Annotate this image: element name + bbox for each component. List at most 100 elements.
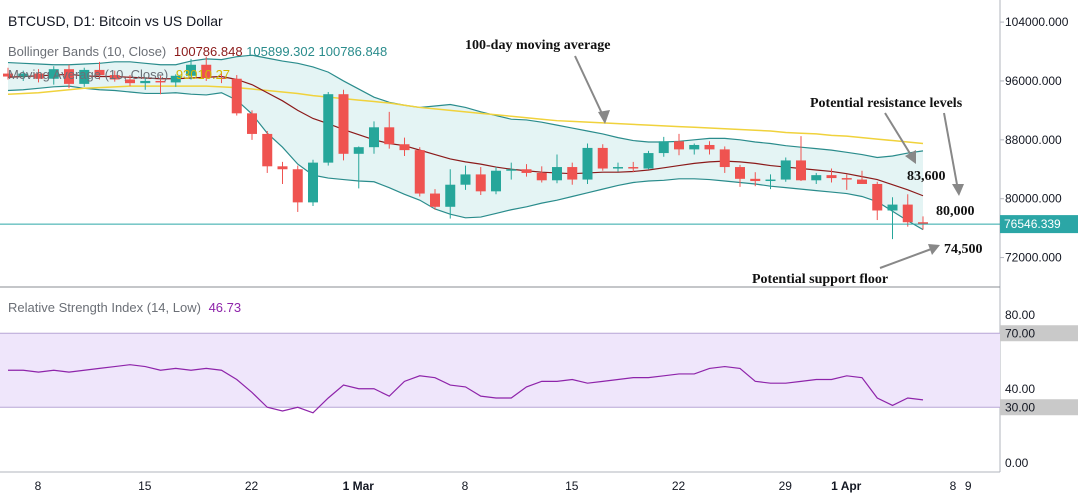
candle-body[interactable] xyxy=(796,160,806,181)
candle-body[interactable] xyxy=(125,79,135,84)
time-tick-label: 22 xyxy=(245,479,259,493)
candle-body[interactable] xyxy=(475,174,486,192)
current-price-tag xyxy=(1000,215,1078,234)
time-tick-label: 8 xyxy=(35,479,42,493)
candle-body[interactable] xyxy=(506,169,517,171)
rsi-band xyxy=(0,333,1000,408)
candle-body[interactable] xyxy=(323,94,334,163)
candle-body[interactable] xyxy=(18,73,29,77)
ma-legend: Moving Average (10, Close) 93010.27 xyxy=(8,67,230,82)
candle-body[interactable] xyxy=(887,204,898,211)
candle-body[interactable] xyxy=(613,167,623,169)
candle-body[interactable] xyxy=(262,133,273,167)
candle-body[interactable] xyxy=(48,69,59,79)
candle-body[interactable] xyxy=(460,174,471,185)
price-tick-label: 80000.000 xyxy=(1005,192,1062,206)
candle-body[interactable] xyxy=(811,175,822,181)
bb-middle-value: 100786.848 xyxy=(173,44,243,59)
candle-body[interactable] xyxy=(369,127,379,148)
candle-body[interactable] xyxy=(308,162,318,203)
candle-body[interactable] xyxy=(292,169,303,203)
candle-body[interactable] xyxy=(109,75,120,80)
time-tick-label: 29 xyxy=(779,479,793,493)
annotation-ma100: 100-day moving average xyxy=(465,38,610,53)
bollinger-label: Bollinger Bands (10, Close) xyxy=(8,44,167,59)
ma-value: 93010.27 xyxy=(175,67,231,82)
bb-lower-value: 100786.848 xyxy=(318,44,388,59)
candle-body[interactable] xyxy=(64,69,74,84)
candle-body[interactable] xyxy=(765,179,776,182)
candle-body[interactable] xyxy=(170,75,181,83)
candle-body[interactable] xyxy=(826,175,837,179)
annotation-resistance-arrow-1 xyxy=(884,112,915,161)
candle-body[interactable] xyxy=(277,166,288,170)
candle-body[interactable] xyxy=(628,167,639,169)
candle-body[interactable] xyxy=(872,183,883,211)
candle-body[interactable] xyxy=(353,147,364,154)
candle-body[interactable] xyxy=(582,147,593,180)
annotation-resistance: Potential resistance levels xyxy=(810,96,963,111)
candle-body[interactable] xyxy=(536,172,547,181)
candle-body[interactable] xyxy=(384,127,395,145)
candle-body[interactable] xyxy=(918,222,928,225)
candle-body[interactable] xyxy=(430,193,440,207)
candle-body[interactable] xyxy=(674,141,684,150)
candle-body[interactable] xyxy=(445,184,456,207)
rsi-label: Relative Strength Index (14, Low) xyxy=(8,300,201,315)
candle-body[interactable] xyxy=(33,73,44,79)
candle-body[interactable] xyxy=(414,150,425,194)
candle-body[interactable] xyxy=(79,69,90,84)
candle-body[interactable] xyxy=(338,94,349,154)
candle-body[interactable] xyxy=(155,80,166,83)
candle-body[interactable] xyxy=(231,78,242,114)
candle-body[interactable] xyxy=(94,69,105,76)
candle-body[interactable] xyxy=(567,167,578,180)
rsi-tick-label: 40.00 xyxy=(1005,382,1035,396)
candle-body[interactable] xyxy=(857,179,867,184)
rsi-tick-label: 30.00 xyxy=(1005,400,1035,414)
price-tick-label: 88000.000 xyxy=(1005,133,1062,147)
candle-body[interactable] xyxy=(643,153,654,169)
price-tick-label: 104000.000 xyxy=(1005,15,1069,29)
price-tick-label: 72000.000 xyxy=(1005,251,1062,265)
rsi-band-tag xyxy=(1000,325,1078,342)
candle-body[interactable] xyxy=(750,178,761,182)
candle-body[interactable] xyxy=(140,80,151,84)
candle-body[interactable] xyxy=(186,64,196,76)
candle-body[interactable] xyxy=(552,167,562,181)
time-tick-label: 8 xyxy=(950,479,957,493)
candle-body[interactable] xyxy=(216,78,227,80)
annotation-74500: 74,500 xyxy=(944,242,983,257)
annotation-resistance-arrowhead-2 xyxy=(952,184,964,196)
candle-body[interactable] xyxy=(780,160,791,180)
annotation-ma100-arrowhead xyxy=(598,110,610,124)
rsi-legend: Relative Strength Index (14, Low) 46.73 xyxy=(8,300,241,315)
time-tick-label: 1 Apr xyxy=(831,479,862,493)
candle-body[interactable] xyxy=(902,204,913,223)
candle-body[interactable] xyxy=(3,73,13,77)
candle-body[interactable] xyxy=(399,144,410,151)
candle-body[interactable] xyxy=(704,144,715,150)
rsi-band-tag xyxy=(1000,399,1078,416)
annotation-ma100-arrow xyxy=(574,55,606,121)
candle-body[interactable] xyxy=(491,170,501,192)
candle-body[interactable] xyxy=(247,113,257,134)
bb-upper-value: 105899.302 xyxy=(246,44,315,59)
time-tick-label: 15 xyxy=(138,479,152,493)
candle-body[interactable] xyxy=(689,144,700,150)
time-tick-label: 9 xyxy=(965,479,972,493)
annotation-83600: 83,600 xyxy=(907,169,946,184)
annotation-support-arrow xyxy=(879,247,935,269)
candle-body[interactable] xyxy=(201,64,212,79)
annotation-support-arrowhead xyxy=(928,244,940,255)
candle-body[interactable] xyxy=(735,167,745,179)
time-tick-label: 8 xyxy=(462,479,469,493)
candle-body[interactable] xyxy=(521,169,532,173)
candle-body[interactable] xyxy=(658,141,669,154)
candle-body[interactable] xyxy=(841,178,852,180)
candle-body[interactable] xyxy=(597,147,608,169)
candle-body[interactable] xyxy=(719,149,730,168)
time-tick-label: 22 xyxy=(672,479,686,493)
